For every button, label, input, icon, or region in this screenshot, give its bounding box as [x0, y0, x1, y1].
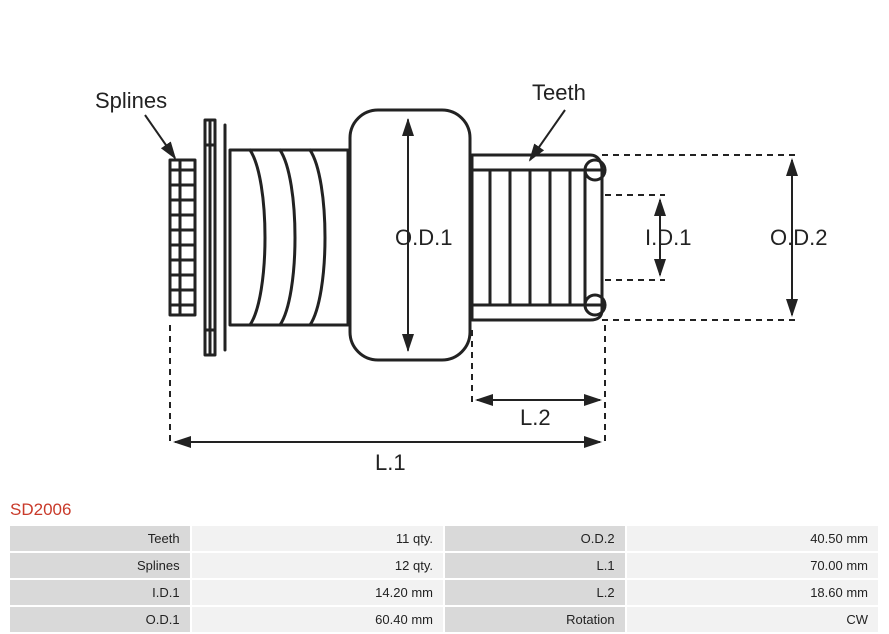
table-row: I.D.1 14.20 mm L.2 18.60 mm [10, 580, 878, 605]
schematic-diagram: Splines Teeth O.D.1 I.D.1 O.D.2 L.2 L.1 [10, 10, 880, 490]
spec-key: O.D.2 [445, 526, 625, 551]
spec-val: CW [627, 607, 878, 632]
label-od2: O.D.2 [770, 225, 827, 251]
spec-key: O.D.1 [10, 607, 190, 632]
table-row: Teeth 11 qty. O.D.2 40.50 mm [10, 526, 878, 551]
table-row: Splines 12 qty. L.1 70.00 mm [10, 553, 878, 578]
label-teeth: Teeth [532, 80, 586, 106]
spec-val: 60.40 mm [192, 607, 443, 632]
page-container: Splines Teeth O.D.1 I.D.1 O.D.2 L.2 L.1 [0, 0, 889, 634]
label-l1: L.1 [375, 450, 406, 476]
label-od1: O.D.1 [395, 225, 452, 251]
spec-val: 12 qty. [192, 553, 443, 578]
spec-key: L.2 [445, 580, 625, 605]
spec-val: 11 qty. [192, 526, 443, 551]
spec-key: Splines [10, 553, 190, 578]
label-splines: Splines [95, 88, 167, 114]
spec-key: I.D.1 [10, 580, 190, 605]
spec-table: Teeth 11 qty. O.D.2 40.50 mm Splines 12 … [8, 524, 880, 634]
label-l2: L.2 [520, 405, 551, 431]
spec-key: Teeth [10, 526, 190, 551]
spec-key: Rotation [445, 607, 625, 632]
spec-val: 14.20 mm [192, 580, 443, 605]
label-id1: I.D.1 [645, 225, 691, 251]
spec-val: 70.00 mm [627, 553, 878, 578]
spec-val: 40.50 mm [627, 526, 878, 551]
spec-val: 18.60 mm [627, 580, 878, 605]
table-row: O.D.1 60.40 mm Rotation CW [10, 607, 878, 632]
part-title: SD2006 [10, 500, 71, 520]
spec-key: L.1 [445, 553, 625, 578]
